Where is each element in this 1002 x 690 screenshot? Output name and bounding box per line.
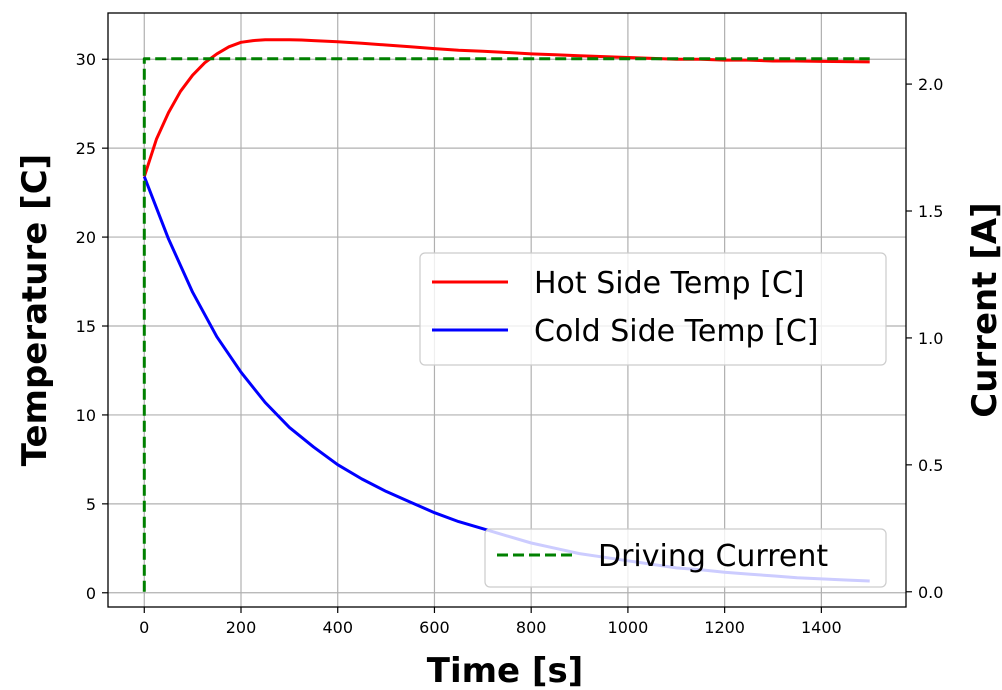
x-tick-label: 800 bbox=[516, 618, 547, 637]
y-right-tick-label: 1.5 bbox=[918, 202, 943, 221]
legend-label-cold: Cold Side Temp [C] bbox=[534, 314, 818, 349]
legend-label-hot: Hot Side Temp [C] bbox=[534, 266, 804, 301]
y-right-tick-label: 0.0 bbox=[918, 583, 943, 602]
y-right-tick-label: 1.0 bbox=[918, 329, 943, 348]
y-left-tick-label: 25 bbox=[76, 139, 96, 158]
y-axis-left-title: Temperature [C] bbox=[15, 154, 55, 466]
y-left-tick-label: 30 bbox=[76, 50, 96, 69]
x-tick-label: 200 bbox=[226, 618, 257, 637]
axes-frame bbox=[107, 12, 907, 608]
y-left-tick-label: 0 bbox=[86, 584, 96, 603]
legend-temperature-box bbox=[419, 252, 887, 366]
y-left-tick-label: 20 bbox=[76, 228, 96, 247]
y-axis-right-title: Current [A] bbox=[965, 202, 1002, 417]
x-tick-label: 400 bbox=[322, 618, 353, 637]
y-left-tick-label: 15 bbox=[76, 317, 96, 336]
legend-label-current: Driving Current bbox=[598, 539, 828, 574]
legend-current: Driving Current bbox=[484, 528, 887, 588]
y-left-tick-label: 5 bbox=[86, 495, 96, 514]
y-right-tick-label: 2.0 bbox=[918, 75, 943, 94]
series-line-driving-current bbox=[142, 57, 870, 592]
legend-current-box bbox=[484, 528, 887, 588]
y-left-tick-label: 10 bbox=[76, 406, 96, 425]
x-tick-label: 0 bbox=[139, 618, 149, 637]
x-tick-label: 1000 bbox=[608, 618, 649, 637]
legend-temperature: Hot Side Temp [C] Cold Side Temp [C] bbox=[419, 252, 887, 366]
x-axis-title: Time [s] bbox=[427, 651, 584, 690]
plot-frame bbox=[107, 12, 907, 608]
x-tick-label: 1400 bbox=[801, 618, 842, 637]
axis-ticks: 0 200 400 600 800 1000 1200 1400 0 5 10 15 20 25 30 0.0… bbox=[76, 50, 944, 637]
x-tick-label: 1200 bbox=[704, 618, 745, 637]
series-line-hot-side-temp-c bbox=[142, 38, 870, 178]
y-right-tick-label: 0.5 bbox=[918, 456, 943, 475]
x-tick-label: 600 bbox=[419, 618, 450, 637]
